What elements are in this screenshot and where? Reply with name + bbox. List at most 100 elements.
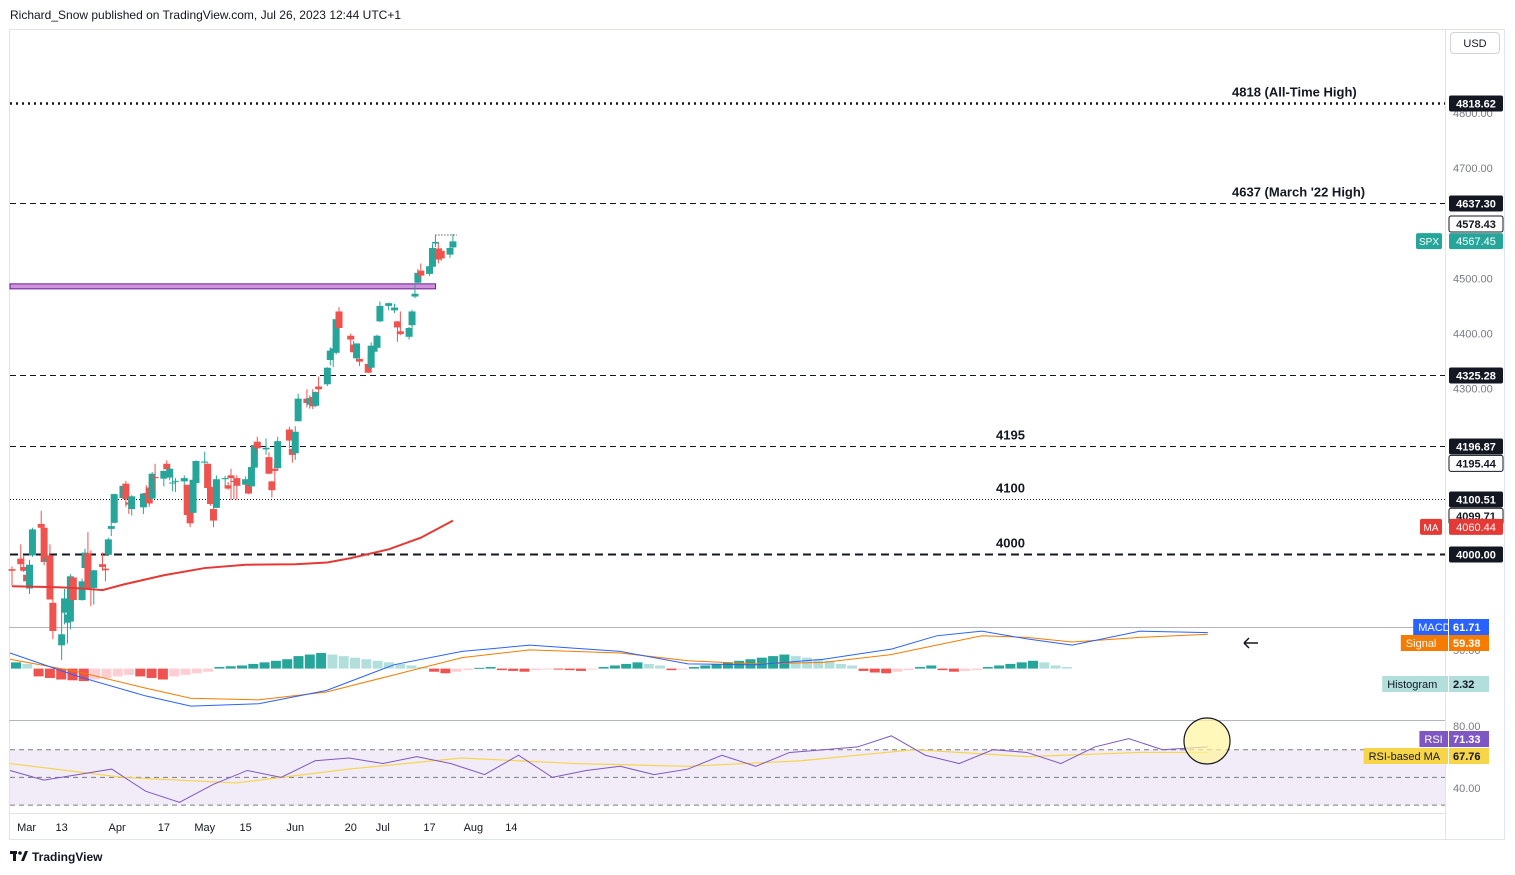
rsi-badge: RSI 71.33 [1419,731,1489,747]
candle-2023-04-06 [128,495,136,516]
candle-body [201,461,209,463]
candle-2023-06-16 [335,307,343,330]
axis-badge-bg [1449,546,1503,563]
macd-histogram-bar [790,656,801,669]
candle-body [437,250,445,259]
candle-body [353,343,361,359]
macd-histogram-bar [994,665,1005,669]
price-tick-label: 4500.00 [1453,273,1493,285]
candle-body [49,602,57,631]
candle-2023-07-07 [396,311,404,336]
macd-histogram-bar [90,668,101,680]
currency-button[interactable]: USD [1450,32,1500,54]
candle-2023-05-18 [250,444,258,472]
candle-body [364,363,372,373]
candle-2023-04-20 [169,472,177,492]
candle-body [221,478,229,480]
candle-body [163,463,171,470]
macd-histogram-bar [496,668,507,671]
candle-2023-06-08 [312,391,320,407]
signal-badge-tag-bg [1400,635,1448,651]
candle-body [61,598,69,613]
macd-histogram-bar [915,667,925,669]
rsi-badge-value-bg [1449,731,1489,747]
macd-histogram-bar [1005,663,1016,669]
x-axis-tick-label: Aug [464,822,484,834]
candle-body [28,529,36,556]
candle-2023-05-19 [253,436,261,455]
macd-histogram-bar [1050,665,1061,669]
last-price-value: 4567.45 [1456,236,1496,248]
candle-body [417,270,425,276]
tradingview-brand: TradingView [32,850,103,864]
macd-histogram-bar [530,668,541,671]
signal-badge-value: 59.38 [1453,638,1481,650]
candle-body [408,311,416,326]
axis-badge-text: 4000.00 [1456,550,1496,562]
macd-histogram-bar [813,659,824,669]
rsi-ma-badge: RSI-based MA 67.76 [1363,748,1489,764]
candle-2023-07-12 [411,284,419,299]
axis-badge-march22: 4637.30 [1449,195,1503,212]
macd-histogram-bar [406,665,417,669]
macd-histogram-bar [304,654,315,669]
macd-histogram-bar [1028,660,1038,669]
tradingview-footer[interactable]: TradingView [10,850,102,864]
macd-histogram-bar [587,668,598,670]
rsi-badge-tag-bg [1419,731,1448,747]
macd-histogram-bar [440,668,451,674]
histogram-badge-tag: Histogram [1387,679,1437,691]
macd-histogram-bar [282,659,293,669]
candle-body [139,493,147,508]
signal-badge-value-bg [1449,635,1489,651]
symbol-tag-bg [1416,233,1442,250]
ma-tag-bg [1420,518,1442,535]
macd-histogram-bar [350,657,360,669]
candle-body [207,486,215,505]
candle-body [40,527,48,562]
level-label-march22: 4637 (March '22 High) [1232,185,1365,200]
macd-histogram-bar [1016,662,1027,669]
candle-2023-06-23 [355,352,363,367]
macd-histogram-bar [835,663,846,669]
macd-histogram-bar [56,668,67,680]
candle-body [291,431,299,454]
macd-badge-tag: MACD [1418,622,1450,634]
macd-histogram-bar [214,667,225,669]
ma-value: 4060.44 [1456,522,1496,534]
macd-histogram-bar [429,668,440,672]
macd-histogram-bar [44,668,55,678]
candle-body [247,467,255,487]
candle-2023-03-27 [99,552,107,571]
chart-attribution: Richard_Snow published on TradingView.co… [10,8,402,22]
candle-2023-05-23 [265,452,273,475]
price-tick-label: 4700.00 [1453,163,1493,175]
macd-badge-value-bg [1449,619,1489,635]
candle-body [285,429,293,441]
candle-2023-05-01 [201,451,209,464]
candle-body [233,478,241,486]
macd-histogram-bar [971,668,982,671]
candle-body [396,331,404,335]
ma-badge: MA 4060.44 [1420,518,1503,535]
candle-2023-07-10 [405,326,413,340]
x-axis-tick-label: 20 [345,822,357,834]
rsi-ma-badge-value-bg [1449,748,1489,764]
candle-2023-07-14 [417,263,425,279]
candle-body [335,311,343,328]
macd-histogram-bar [101,668,112,678]
candle-2023-03-28 [101,565,109,582]
axis-badge-extra: 4195.44 [1448,454,1504,472]
tradingview-logo-icon [10,850,28,864]
candle-body [169,482,177,484]
candle-2023-05-05 [212,475,220,508]
axis-badge-l4100: 4100.51 [1449,491,1503,508]
axis-badge-text: 4818.62 [1456,99,1496,111]
candle-body [271,468,279,471]
candle-body [426,266,434,274]
candle-body [332,319,340,353]
macd-histogram-bar [869,668,880,673]
candle-2023-05-08 [221,475,229,486]
candle-2023-03-06 [37,510,45,530]
